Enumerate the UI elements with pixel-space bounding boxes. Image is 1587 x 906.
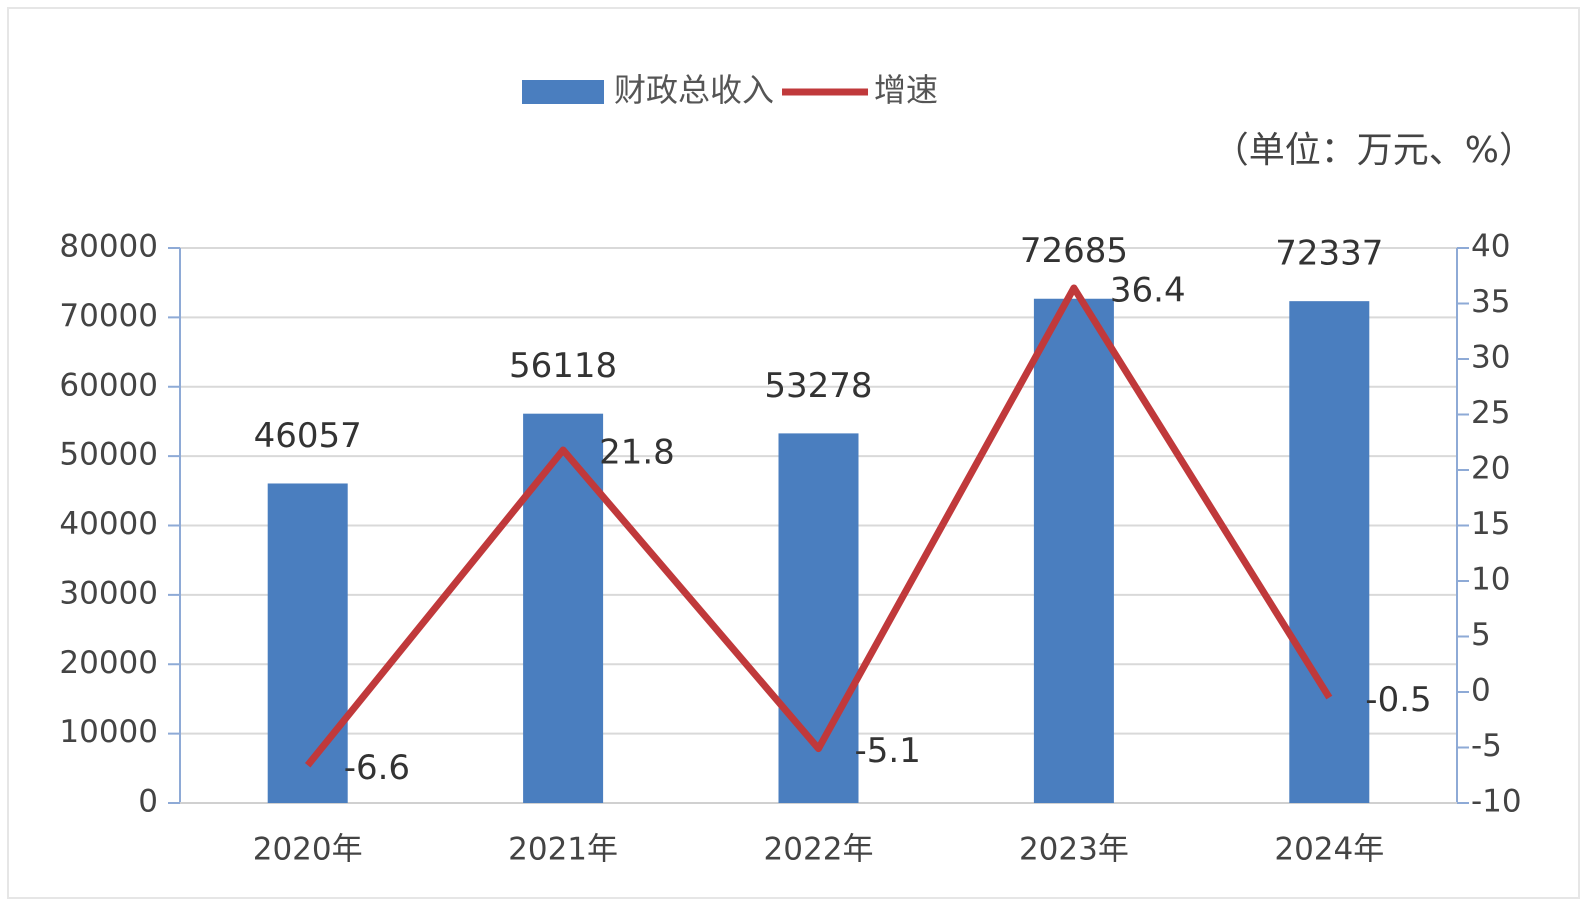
line-value-label: -5.1 [855, 731, 921, 771]
bar-value-label: 72337 [1275, 234, 1383, 274]
y2-tick-label: 40 [1471, 229, 1510, 265]
x-tick-label: 2023年 [1019, 832, 1129, 868]
bar-value-label: 53278 [764, 366, 872, 406]
x-tick-label: 2020年 [253, 832, 363, 868]
unit-note: （单位：万元、%） [1213, 130, 1535, 171]
y2-tick-label: -10 [1471, 784, 1522, 820]
bar-value-label: 72685 [1020, 231, 1128, 271]
bar [1033, 298, 1114, 803]
y-tick-label: 30000 [59, 575, 158, 611]
y-tick-label: 50000 [59, 437, 158, 473]
bar [1289, 301, 1370, 803]
y2-tick-label: 15 [1471, 506, 1510, 542]
y-tick-label: 60000 [59, 367, 158, 403]
line-value-label: -6.6 [344, 748, 410, 788]
line-value-label: -0.5 [1365, 680, 1431, 720]
legend-swatch [522, 80, 604, 104]
bar [267, 483, 348, 803]
y2-tick-label: 0 [1471, 673, 1491, 709]
line [304, 284, 1333, 768]
x-tick-label: 2021年 [508, 832, 618, 868]
bar-value-label: 56118 [509, 346, 617, 386]
y2-tick-label: 10 [1471, 562, 1510, 598]
line-value-label: 36.4 [1110, 270, 1186, 310]
bar [523, 413, 604, 803]
legend-label: 增速 [874, 71, 938, 109]
x-tick-label: 2024年 [1274, 832, 1384, 868]
line-value-label: 21.8 [599, 433, 675, 473]
y2-tick-label: 5 [1471, 617, 1491, 653]
legend-label: 财政总收入 [614, 71, 774, 109]
y-tick-label: 80000 [59, 229, 158, 265]
x-tick-label: 2022年 [764, 832, 874, 868]
y-tick-label: 0 [138, 784, 158, 820]
y-tick-label: 40000 [59, 506, 158, 542]
y2-tick-label: 20 [1471, 451, 1510, 487]
bar-value-label: 46057 [254, 416, 362, 456]
y2-tick-label: 30 [1471, 340, 1510, 376]
y-tick-label: 10000 [59, 714, 158, 750]
y2-tick-label: 25 [1471, 395, 1510, 431]
y2-tick-label: 35 [1471, 284, 1510, 320]
y-tick-label: 70000 [59, 298, 158, 334]
y2-tick-label: -5 [1471, 728, 1502, 764]
y-tick-label: 20000 [59, 645, 158, 681]
